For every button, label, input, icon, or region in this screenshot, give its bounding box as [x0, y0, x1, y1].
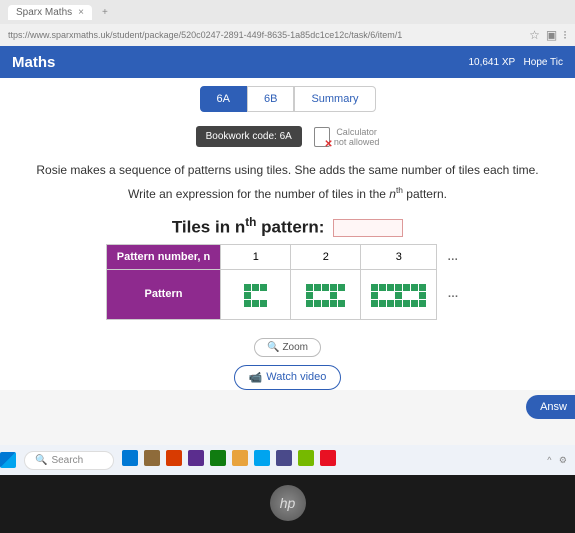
- header-n: Pattern number, n: [106, 244, 221, 269]
- start-icon[interactable]: [0, 452, 16, 468]
- col-2: 2: [291, 244, 361, 269]
- question-text-2: Write an expression for the number of ti…: [0, 185, 575, 201]
- taskbar-app-icon[interactable]: [320, 450, 336, 466]
- app-header: Maths 10,641 XP Hope Tic: [0, 46, 575, 78]
- tray[interactable]: ^ ⚙: [547, 455, 575, 466]
- action-buttons: 🔍 Zoom 📹 Watch video: [0, 338, 575, 390]
- question-text-1: Rosie makes a sequence of patterns using…: [20, 161, 555, 179]
- taskbar-app-icon[interactable]: [254, 450, 270, 466]
- task-tabs: 6A 6B Summary: [0, 86, 575, 112]
- taskbar-app-icon[interactable]: [166, 450, 182, 466]
- badges-row: Bookwork code: 6A ✕ Calculator not allow…: [0, 126, 575, 147]
- col-dots: …: [437, 244, 469, 269]
- col-1: 1: [221, 244, 291, 269]
- extension-icon[interactable]: ▣: [546, 28, 557, 42]
- taskbar-app-icon[interactable]: [122, 450, 138, 466]
- calculator-badge: ✕ Calculator not allowed: [314, 127, 380, 147]
- watch-video-button[interactable]: 📹 Watch video: [234, 365, 342, 390]
- taskbar-search[interactable]: 🔍 Search: [24, 451, 114, 470]
- pattern-table: Pattern number, n 1 2 3 … Pattern …: [106, 244, 470, 320]
- browser-actions: ☆ ▣ ⁝: [529, 28, 567, 42]
- taskbar-app-icon[interactable]: [188, 450, 204, 466]
- pattern-2: [291, 269, 361, 319]
- answer-button[interactable]: Answ: [526, 395, 575, 419]
- bookwork-badge: Bookwork code: 6A: [196, 126, 302, 147]
- tab-title: Sparx Maths: [16, 7, 72, 18]
- brand-title: Maths: [12, 54, 55, 71]
- browser-tab[interactable]: Sparx Maths ×: [8, 5, 92, 20]
- col-3: 3: [361, 244, 437, 269]
- video-icon: 📹: [249, 371, 263, 384]
- hp-logo: hp: [270, 485, 306, 521]
- search-icon: 🔍: [267, 342, 279, 353]
- taskbar-app-icon[interactable]: [144, 450, 160, 466]
- xp-display: 10,641 XP Hope Tic: [468, 57, 563, 68]
- browser-tab-strip: Sparx Maths × +: [0, 0, 575, 24]
- tab-summary[interactable]: Summary: [294, 86, 375, 112]
- search-icon: 🔍: [35, 455, 47, 466]
- taskbar-app-icon[interactable]: [232, 450, 248, 466]
- tab-6b[interactable]: 6B: [247, 86, 294, 112]
- taskbar: 🔍 Search ^ ⚙: [0, 445, 575, 475]
- tab-6a[interactable]: 6A: [200, 86, 247, 112]
- tiles-title: Tiles in nth pattern:: [0, 215, 575, 238]
- pattern-dots: …: [437, 269, 469, 319]
- url-text: ttps://www.sparxmaths.uk/student/package…: [8, 30, 402, 40]
- new-tab-button[interactable]: +: [96, 7, 114, 18]
- star-icon[interactable]: ☆: [529, 28, 540, 42]
- header-pattern: Pattern: [106, 269, 221, 319]
- taskbar-app-icon[interactable]: [298, 450, 314, 466]
- taskbar-app-icon[interactable]: [276, 450, 292, 466]
- main-content: 6A 6B Summary Bookwork code: 6A ✕ Calcul…: [0, 78, 575, 390]
- menu-icon[interactable]: ⁝: [563, 28, 567, 42]
- taskbar-app-icon[interactable]: [210, 450, 226, 466]
- close-icon[interactable]: ×: [78, 7, 84, 18]
- calculator-icon: ✕: [314, 127, 330, 147]
- pattern-3: [361, 269, 437, 319]
- pattern-1: [221, 269, 291, 319]
- zoom-button[interactable]: 🔍 Zoom: [254, 338, 321, 357]
- answer-input[interactable]: [333, 219, 403, 237]
- url-bar[interactable]: ttps://www.sparxmaths.uk/student/package…: [0, 24, 575, 46]
